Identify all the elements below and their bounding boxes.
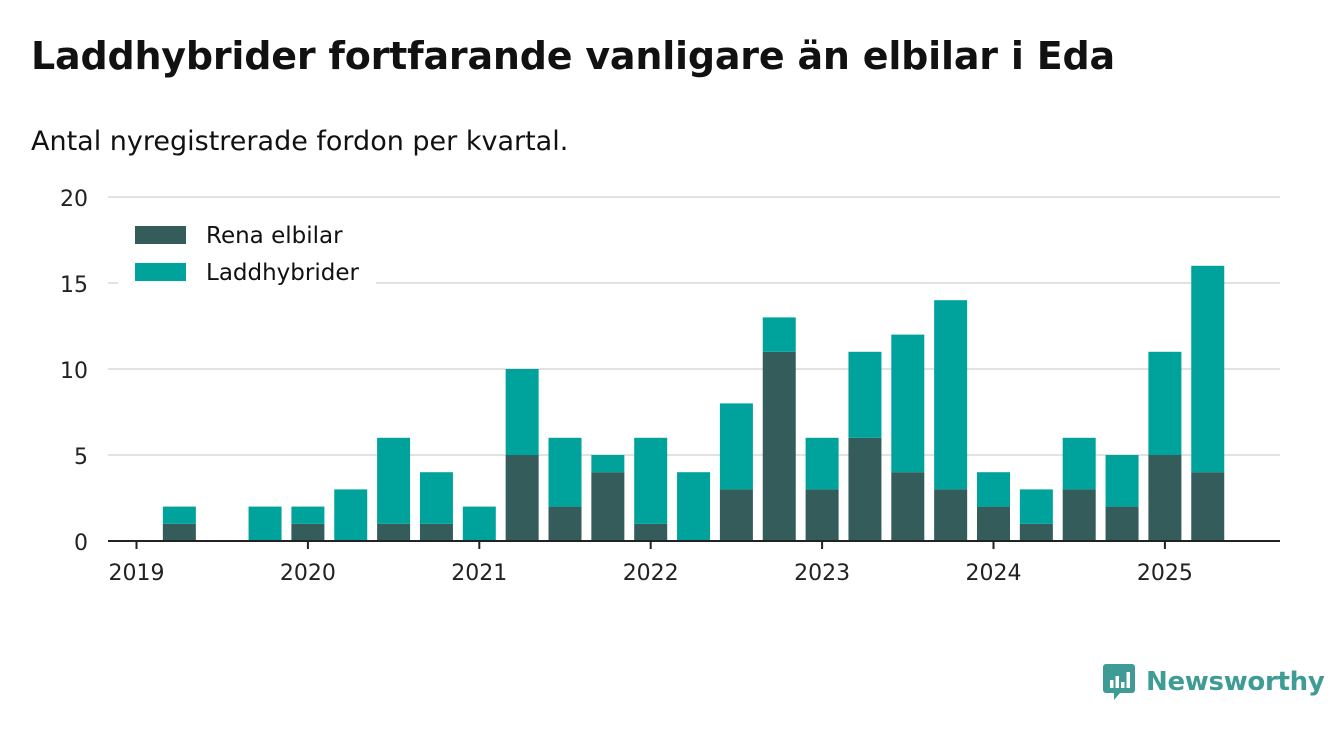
bar-laddhybrider xyxy=(1062,437,1096,490)
bar-rena-elbilar xyxy=(848,437,882,541)
x-tick-label: 2023 xyxy=(794,561,850,586)
newsworthy-logo-icon xyxy=(1103,664,1135,700)
y-tick-label: 15 xyxy=(60,273,88,298)
bar-laddhybrider xyxy=(248,506,282,541)
x-tick-label: 2020 xyxy=(280,561,336,586)
bar-laddhybrider xyxy=(291,506,325,524)
bar-laddhybrider xyxy=(162,506,196,524)
bar-rena-elbilar xyxy=(591,472,625,541)
bar-laddhybrider xyxy=(719,403,753,490)
legend-label-laddhybrider: Laddhybrider xyxy=(206,260,359,286)
bar-laddhybrider xyxy=(977,472,1010,507)
x-tick-label: 2019 xyxy=(109,561,165,586)
bar-rena-elbilar xyxy=(291,523,325,541)
bar-rena-elbilar xyxy=(934,489,968,541)
x-tick-label: 2021 xyxy=(451,561,507,586)
bar-laddhybrider xyxy=(505,369,539,455)
bar-rena-elbilar xyxy=(977,506,1010,541)
bar-rena-elbilar xyxy=(891,472,925,541)
bar-rena-elbilar xyxy=(634,523,668,541)
bar-rena-elbilar xyxy=(762,351,796,541)
bar-laddhybrider xyxy=(762,317,796,352)
bar-laddhybrider xyxy=(462,506,496,541)
bar-rena-elbilar xyxy=(1148,455,1182,541)
y-tick-label: 5 xyxy=(74,445,88,470)
chart-subtitle: Antal nyregistrerade fordon per kvartal. xyxy=(31,126,569,157)
bar-rena-elbilar xyxy=(1105,506,1139,541)
chart-title: Laddhybrider fortfarande vanligare än el… xyxy=(31,34,1115,78)
bar-rena-elbilar xyxy=(805,489,839,541)
brand-name: Newsworthy xyxy=(1146,667,1325,697)
bar-laddhybrider xyxy=(334,489,368,541)
bar-laddhybrider xyxy=(1148,351,1182,455)
bar-laddhybrider xyxy=(1105,455,1139,507)
bar-laddhybrider xyxy=(634,437,668,524)
bar-rena-elbilar xyxy=(505,455,539,541)
legend-label-rena-elbilar: Rena elbilar xyxy=(206,223,343,249)
bar-rena-elbilar xyxy=(1062,489,1096,541)
bar-laddhybrider xyxy=(677,472,711,541)
bar-rena-elbilar xyxy=(719,489,753,541)
x-tick-label: 2024 xyxy=(966,561,1022,586)
bar-laddhybrider xyxy=(805,437,839,490)
bar-laddhybrider xyxy=(548,437,582,507)
bar-rena-elbilar xyxy=(1191,472,1225,541)
bar-rena-elbilar xyxy=(548,506,582,541)
bar-laddhybrider xyxy=(934,300,968,490)
y-tick-label: 20 xyxy=(60,187,88,212)
bar-laddhybrider xyxy=(377,437,411,524)
y-tick-label: 10 xyxy=(60,359,88,384)
bar-laddhybrider xyxy=(848,351,882,438)
x-tick-label: 2025 xyxy=(1137,561,1193,586)
legend-swatch-laddhybrider xyxy=(135,263,186,281)
bar-rena-elbilar xyxy=(419,523,453,541)
bar-rena-elbilar xyxy=(162,523,196,541)
bar-laddhybrider xyxy=(1019,489,1053,524)
bar-rena-elbilar xyxy=(377,523,411,541)
bar-laddhybrider xyxy=(591,455,625,473)
y-tick-label: 0 xyxy=(74,531,88,556)
legend-swatch-rena-elbilar xyxy=(135,226,186,244)
x-tick-label: 2022 xyxy=(623,561,679,586)
bar-laddhybrider xyxy=(1191,265,1225,473)
newsworthy-logo: Newsworthy xyxy=(1102,660,1325,704)
bar-laddhybrider xyxy=(419,472,453,524)
bar-rena-elbilar xyxy=(1019,523,1053,541)
bar-laddhybrider xyxy=(891,334,925,473)
